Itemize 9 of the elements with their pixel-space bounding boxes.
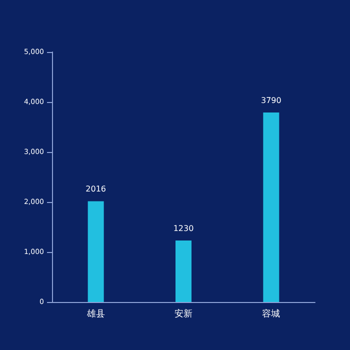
data-label: 1230 bbox=[173, 224, 194, 233]
x-tick-label: 容城 bbox=[262, 308, 280, 320]
bar bbox=[176, 240, 192, 302]
bar bbox=[263, 112, 280, 302]
x-tick-label: 安新 bbox=[174, 308, 192, 320]
data-label: 2016 bbox=[86, 184, 106, 194]
data-label: 3790 bbox=[260, 96, 282, 105]
x-tick-label: 雄县 bbox=[86, 308, 105, 320]
bar bbox=[88, 201, 104, 302]
